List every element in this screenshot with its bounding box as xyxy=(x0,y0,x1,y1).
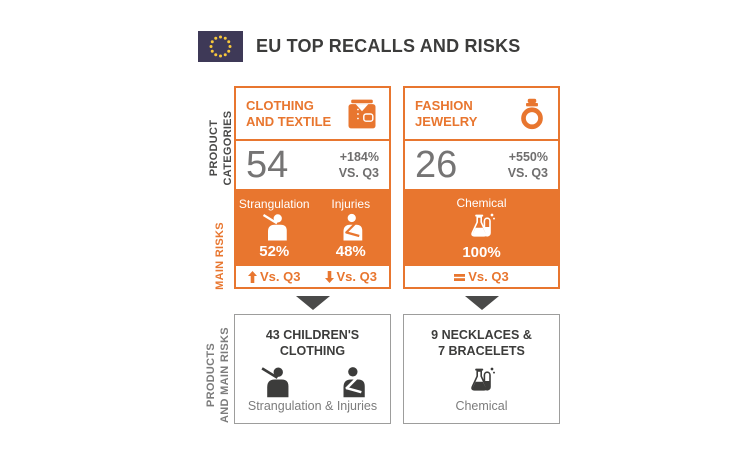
label-main-risks: MAIN RISKS xyxy=(213,222,226,290)
up-arrow-icon xyxy=(248,270,258,283)
down-pointer-icon xyxy=(464,296,499,310)
ring-icon xyxy=(515,97,549,131)
injury-icon xyxy=(336,212,366,242)
category-header: CLOTHING AND TEXTILE xyxy=(236,88,389,141)
down-pointer-icon xyxy=(295,296,330,310)
chemical-icon xyxy=(466,211,498,243)
risk-percent: 100% xyxy=(462,244,501,261)
risk-percent: 52% xyxy=(259,243,290,260)
injury-icon xyxy=(335,365,369,399)
category-card: FASHION JEWELRY 26 +550% VS. Q3 xyxy=(403,86,560,289)
eu-flag-icon xyxy=(198,31,243,62)
chemical-icon xyxy=(466,365,498,397)
category-title: FASHION JEWELRY xyxy=(415,97,478,129)
trend-strip: Vs. Q3 xyxy=(405,266,558,287)
recall-change: +550% VS. Q3 xyxy=(507,149,548,180)
page-title: EU TOP RECALLS AND RISKS xyxy=(256,36,521,56)
category-title: CLOTHING AND TEXTILE xyxy=(246,97,332,129)
recall-count-row: 26 +550% VS. Q3 xyxy=(405,141,558,189)
products-box-jewelry: 9 NECKLACES & 7 BRACELETS Chemical xyxy=(403,314,560,424)
label-product-categories: PRODUCT CATEGORIES xyxy=(207,110,234,186)
products-title: 43 CHILDREN'S CLOTHING xyxy=(265,328,360,358)
risk-percent: 48% xyxy=(335,243,366,260)
column-clothing-textile: CLOTHING AND TEXTILE 54 xyxy=(234,86,391,424)
trend-injuries: Vs. Q3 xyxy=(313,269,390,284)
shirt-icon xyxy=(344,96,380,132)
recall-count: 54 xyxy=(246,144,289,186)
strangulation-icon xyxy=(259,212,289,242)
label-products-and-main-risks: PRODUCTS AND MAIN RISKS xyxy=(204,327,231,423)
trend-strip: Vs. Q3 Vs. Q3 xyxy=(236,266,389,287)
products-box-clothing: 43 CHILDREN'S CLOTHING xyxy=(234,314,391,424)
trend-chemical: Vs. Q3 xyxy=(405,269,558,284)
recall-change: +184% VS. Q3 xyxy=(338,149,379,180)
main-risks-panel: Chemical 100% xyxy=(405,189,558,266)
products-risk-icons xyxy=(257,365,369,399)
equals-icon xyxy=(454,271,466,283)
risk-chemical: Chemical 100% xyxy=(456,196,507,261)
category-card: CLOTHING AND TEXTILE 54 xyxy=(234,86,391,289)
category-header: FASHION JEWELRY xyxy=(405,88,558,141)
risk-injuries: Injuries 48% xyxy=(331,197,371,260)
column-fashion-jewelry: FASHION JEWELRY 26 +550% VS. Q3 xyxy=(403,86,560,424)
trend-strangulation: Vs. Q3 xyxy=(236,269,313,284)
products-title: 9 NECKLACES & 7 BRACELETS xyxy=(431,328,532,358)
recall-count: 26 xyxy=(415,144,458,186)
recall-count-row: 54 +184% VS. Q3 xyxy=(236,141,389,189)
header: EU TOP RECALLS AND RISKS xyxy=(198,31,521,62)
risk-strangulation: Strangulation 52% xyxy=(238,197,310,260)
main-risks-panel: Strangulation 52% Injuries xyxy=(236,189,389,266)
down-arrow-icon xyxy=(324,270,334,283)
products-caption: Strangulation & Injuries xyxy=(247,399,378,414)
products-caption: Chemical xyxy=(455,399,508,413)
products-risk-icons xyxy=(466,365,498,397)
strangulation-icon xyxy=(257,365,291,399)
